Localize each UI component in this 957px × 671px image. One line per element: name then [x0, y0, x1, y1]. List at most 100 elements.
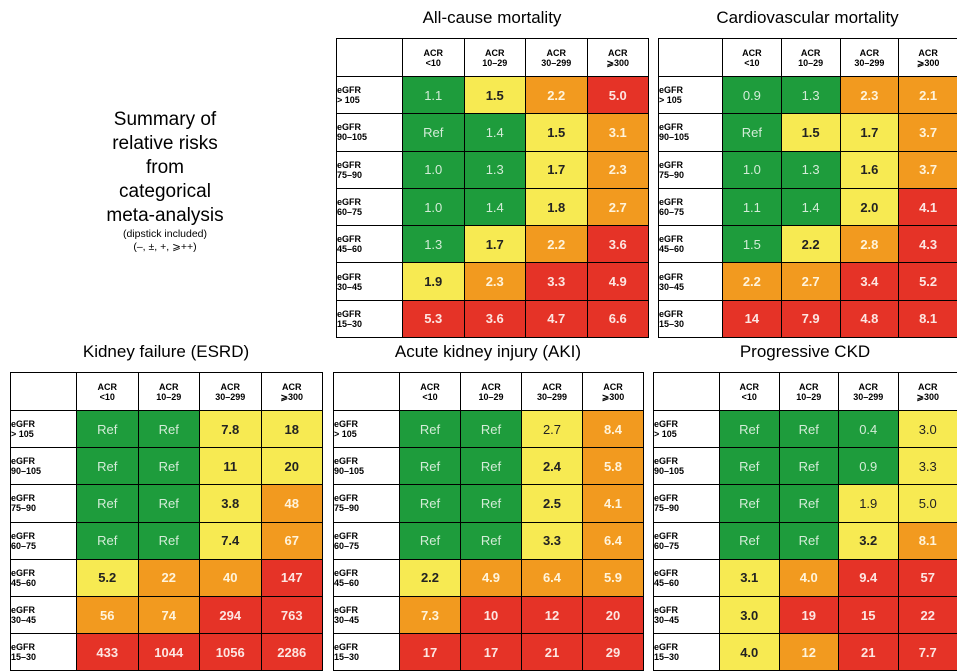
risk-cell: 7.8	[200, 411, 262, 448]
risk-cell: Ref	[77, 485, 139, 522]
summary-line: Summary of	[60, 108, 270, 132]
risk-cell: Ref	[400, 411, 461, 448]
row-header-label: eGFR	[334, 605, 399, 615]
risk-cell: 3.3	[522, 522, 583, 559]
risk-cell: Ref	[461, 485, 522, 522]
risk-cell: 294	[200, 596, 262, 633]
panel-title: Progressive CKD	[653, 340, 957, 364]
column-header-range: ⩾300	[588, 58, 649, 68]
risk-cell: 5.8	[583, 448, 644, 485]
risk-cell: 3.4	[840, 263, 899, 300]
table-corner	[654, 373, 720, 411]
risk-cell: 40	[200, 559, 262, 596]
risk-cell: 29	[583, 634, 644, 671]
row-header-label: eGFR	[337, 197, 402, 207]
column-header: ACR⩾300	[261, 373, 323, 411]
risk-cell: Ref	[779, 485, 839, 522]
row-header-label: eGFR	[659, 197, 722, 207]
risk-cell: 7.3	[400, 596, 461, 633]
column-header-label: ACR	[403, 48, 464, 58]
risk-cell: 12	[779, 634, 839, 671]
row-header-label: eGFR	[11, 642, 76, 652]
row-header-label: eGFR	[334, 456, 399, 466]
table-corner	[334, 373, 400, 411]
risk-cell: 2286	[261, 634, 323, 671]
risk-cell: 1056	[200, 634, 262, 671]
row-header-range: 45–60	[654, 578, 719, 588]
column-header-range: 10–29	[782, 58, 840, 68]
column-header-label: ACR	[899, 48, 957, 58]
table-corner	[11, 373, 77, 411]
risk-cell: 1.4	[464, 188, 526, 225]
risk-cell: 1.6	[840, 151, 899, 188]
risk-cell: 1.4	[464, 114, 526, 151]
risk-cell: 2.2	[526, 77, 588, 114]
row-header-label: eGFR	[11, 605, 76, 615]
row-header-range: 75–90	[654, 503, 719, 513]
row-header-range: 45–60	[659, 244, 722, 254]
risk-cell: 6.6	[587, 300, 649, 337]
risk-cell: 147	[261, 559, 323, 596]
risk-cell: 5.0	[898, 485, 957, 522]
risk-cell: 3.3	[526, 263, 588, 300]
risk-cell: 1.8	[526, 188, 588, 225]
row-header-label: eGFR	[654, 568, 719, 578]
risk-cell: Ref	[461, 411, 522, 448]
risk-cell: 1.3	[464, 151, 526, 188]
row-header-label: eGFR	[337, 122, 402, 132]
risk-cell: Ref	[400, 522, 461, 559]
panel-title: Acute kidney injury (AKI)	[333, 340, 643, 364]
row-header-label: eGFR	[334, 642, 399, 652]
column-header-label: ACR	[780, 382, 839, 392]
risk-cell: 4.0	[720, 634, 780, 671]
risk-cell: 1.5	[723, 226, 782, 263]
summary-caption: Summary of relative risks from categoric…	[60, 108, 270, 254]
risk-cell: 20	[261, 448, 323, 485]
risk-cell: Ref	[720, 485, 780, 522]
risk-cell: 74	[138, 596, 200, 633]
summary-line: relative risks	[60, 132, 270, 156]
column-header-label: ACR	[200, 382, 261, 392]
risk-cell: 4.9	[461, 559, 522, 596]
risk-cell: 21	[839, 634, 899, 671]
column-header: ACR⩾300	[898, 373, 957, 411]
row-header-range: > 105	[659, 95, 722, 105]
risk-cell: 4.9	[587, 263, 649, 300]
risk-cell: 2.2	[400, 559, 461, 596]
column-header: ACR<10	[77, 373, 139, 411]
summary-line: from	[60, 156, 270, 180]
risk-cell: Ref	[138, 522, 200, 559]
risk-cell: Ref	[77, 411, 139, 448]
row-header-range: > 105	[337, 95, 402, 105]
column-header-label: ACR	[526, 48, 587, 58]
risk-cell: 5.2	[899, 263, 957, 300]
risk-cell: 1.7	[526, 151, 588, 188]
risk-cell: 7.9	[781, 300, 840, 337]
risk-cell: 1.5	[526, 114, 588, 151]
row-header-label: eGFR	[11, 456, 76, 466]
risk-cell: 3.7	[899, 151, 957, 188]
row-header-label: eGFR	[334, 531, 399, 541]
row-header-range: 75–90	[337, 170, 402, 180]
risk-cell: 3.8	[200, 485, 262, 522]
